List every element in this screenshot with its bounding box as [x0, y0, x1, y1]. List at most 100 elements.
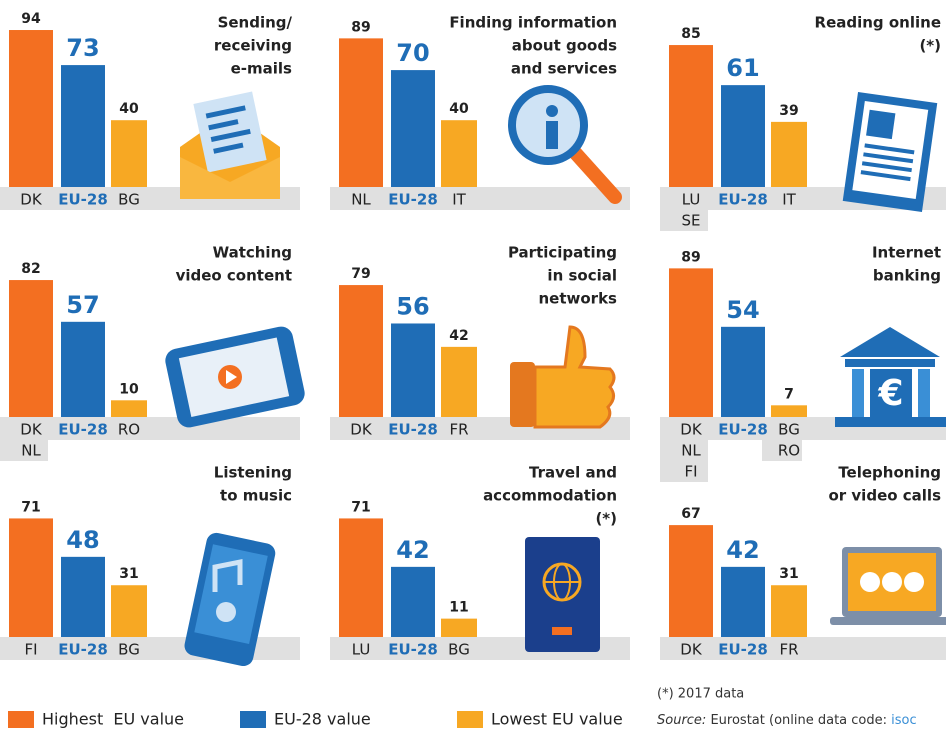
infographic: (*) 2017 data Source: Eurostat (online d… [0, 0, 946, 730]
icon-part [852, 369, 864, 417]
chart-title: banking [873, 267, 941, 285]
baseline-band [330, 187, 630, 210]
chart-title: Participating [508, 244, 617, 262]
icon-part [510, 362, 535, 427]
value-label: 31 [119, 566, 138, 582]
chart-title: Listening [214, 464, 292, 482]
note: (*) 2017 data [657, 687, 744, 702]
category-label: BG [778, 421, 800, 439]
chart-title: Travel and [529, 464, 617, 482]
bar [339, 38, 383, 187]
category-label: RO [778, 442, 800, 460]
category-label: IT [782, 191, 796, 209]
category-label: LU [682, 191, 701, 209]
icon-part: € [877, 373, 903, 414]
chart-title: Watching [213, 244, 292, 262]
icon-part [546, 121, 558, 149]
icon [843, 92, 938, 212]
icon-part [882, 572, 902, 592]
value-label: 85 [681, 26, 700, 42]
category-label: DK [350, 421, 373, 439]
icon-part [216, 602, 236, 622]
bar [9, 518, 53, 637]
category-label: DK [20, 421, 43, 439]
icon-part [860, 572, 880, 592]
bar [61, 65, 105, 187]
category-label: NL [681, 442, 701, 460]
bar [61, 557, 105, 637]
category-label: EU-28 [388, 641, 438, 659]
legend-label: Lowest EU value [491, 710, 623, 729]
icon [525, 537, 600, 652]
value-label: 67 [681, 506, 700, 522]
source-label: Source: [657, 713, 706, 728]
category-label: FI [24, 641, 37, 659]
icon [830, 547, 946, 625]
chart-title: video content [176, 267, 292, 285]
value-label: 70 [396, 39, 429, 67]
icon-part [866, 110, 895, 139]
value-label: 11 [449, 600, 468, 616]
chart-title: about goods [512, 37, 617, 55]
icon [512, 89, 615, 197]
category-label: NL [351, 191, 371, 209]
category-label: EU-28 [58, 191, 108, 209]
category-label: EU-28 [58, 421, 108, 439]
value-label: 56 [396, 292, 429, 320]
bar [9, 30, 53, 187]
category-label: EU-28 [388, 191, 438, 209]
bar [111, 585, 147, 637]
value-label: 54 [726, 296, 759, 324]
category-label: EU-28 [718, 191, 768, 209]
source: Source: Eurostat (online data code: isoc [657, 713, 917, 728]
value-label: 94 [21, 11, 41, 27]
legend-swatch [8, 711, 34, 728]
bar [391, 323, 435, 417]
bar [111, 400, 147, 417]
icon [510, 327, 614, 427]
chart-title: receiving [214, 37, 292, 55]
icon-part [835, 417, 946, 427]
bar [111, 120, 147, 187]
icon [180, 92, 280, 199]
bar [61, 322, 105, 417]
value-label: 89 [681, 249, 700, 265]
chart-title: networks [539, 290, 618, 308]
category-label: DK [680, 421, 703, 439]
bar [771, 585, 807, 637]
chart-title: to music [220, 487, 292, 505]
chart-title: Sending/ [218, 14, 293, 32]
source-text: Eurostat (online data code: [706, 713, 891, 728]
value-label: 48 [66, 526, 99, 554]
icon-part [546, 105, 558, 117]
value-label: 10 [119, 381, 139, 397]
chart-title: or video calls [828, 487, 941, 505]
legend-swatch [240, 711, 266, 728]
category-label: EU-28 [388, 421, 438, 439]
category-label: DK [680, 641, 703, 659]
icon: € [835, 327, 946, 427]
icon-part [904, 572, 924, 592]
icon-part [918, 369, 930, 417]
category-label: EU-28 [718, 641, 768, 659]
value-label: 31 [779, 566, 798, 582]
chart-title: and services [511, 60, 617, 78]
category-label: LU [352, 641, 371, 659]
bar [721, 567, 765, 637]
bar [391, 567, 435, 637]
category-label: BG [448, 641, 470, 659]
value-label: 42 [396, 536, 429, 564]
value-label: 79 [351, 266, 370, 282]
value-label: 73 [66, 34, 99, 62]
legend-label: Highest EU value [42, 710, 184, 729]
value-label: 42 [449, 328, 468, 344]
chart-title: Internet [872, 244, 941, 262]
value-label: 89 [351, 19, 370, 35]
chart-title: Telephoning [838, 464, 941, 482]
bar [669, 525, 713, 637]
bar [9, 280, 53, 417]
category-label: SE [682, 212, 701, 230]
bar [669, 45, 713, 187]
value-label: 82 [21, 261, 40, 277]
legend-label: EU-28 value [274, 710, 371, 729]
